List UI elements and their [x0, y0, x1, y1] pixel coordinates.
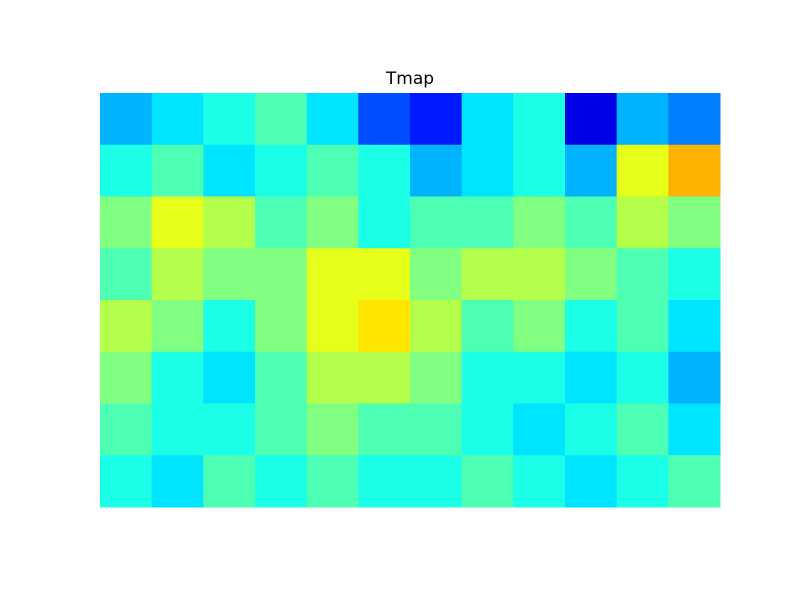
heatmap-cell [306, 93, 359, 146]
heatmap-cell [255, 144, 308, 197]
heatmap-cell [616, 144, 669, 197]
heatmap-cell [616, 196, 669, 249]
heatmap-cell [100, 144, 153, 197]
heatmap-cell [306, 351, 359, 404]
heatmap-cell [358, 455, 411, 508]
heatmap-cell [565, 455, 618, 508]
heatmap-cell [565, 93, 618, 146]
heatmap-cell [513, 196, 566, 249]
heatmap-cell [306, 300, 359, 353]
heatmap-cell [255, 300, 308, 353]
heatmap-cell [203, 144, 256, 197]
heatmap-cell [513, 144, 566, 197]
heatmap-cell [410, 248, 463, 301]
heatmap-cell [255, 455, 308, 508]
heatmap-cell [565, 144, 618, 197]
heatmap-cell [513, 351, 566, 404]
heatmap-cell [410, 196, 463, 249]
heatmap-cell [358, 403, 411, 456]
heatmap-cell [410, 351, 463, 404]
heatmap-cell [100, 351, 153, 404]
heatmap-cell [668, 144, 721, 197]
heatmap-cell [565, 300, 618, 353]
heatmap-cell [513, 93, 566, 146]
heatmap-cell [203, 93, 256, 146]
heatmap-cell [100, 300, 153, 353]
heatmap-cell [616, 93, 669, 146]
heatmap-cell [461, 403, 514, 456]
heatmap-cell [410, 93, 463, 146]
heatmap-cell [358, 196, 411, 249]
heatmap-cell [306, 196, 359, 249]
heatmap-cell [410, 403, 463, 456]
heatmap-cell [358, 351, 411, 404]
heatmap-cell [203, 455, 256, 508]
heatmap-cell [151, 351, 204, 404]
heatmap-cell [668, 93, 721, 146]
heatmap-cell [616, 248, 669, 301]
heatmap-cell [306, 248, 359, 301]
heatmap-cell [668, 196, 721, 249]
heatmap-cell [100, 248, 153, 301]
heatmap-cell [668, 455, 721, 508]
heatmap-cell [203, 351, 256, 404]
heatmap-cell [151, 455, 204, 508]
heatmap-cell [358, 144, 411, 197]
heatmap-cell [513, 248, 566, 301]
heatmap-cell [100, 403, 153, 456]
heatmap-cell [100, 196, 153, 249]
heatmap-cell [255, 248, 308, 301]
heatmap-cell [668, 248, 721, 301]
heatmap-cell [410, 455, 463, 508]
heatmap-cell [461, 300, 514, 353]
heatmap-cell [461, 351, 514, 404]
heatmap-cell [151, 196, 204, 249]
heatmap-cell [410, 300, 463, 353]
heatmap-cell [461, 455, 514, 508]
heatmap-cell [151, 403, 204, 456]
heatmap-cell [616, 300, 669, 353]
heatmap-cell [513, 403, 566, 456]
heatmap-cell [100, 93, 153, 146]
heatmap-cell [203, 300, 256, 353]
heatmap-cell [306, 455, 359, 508]
heatmap-cell [565, 248, 618, 301]
heatmap-cell [255, 93, 308, 146]
chart-title: Tmap [385, 69, 434, 89]
heatmap-cell [358, 93, 411, 146]
heatmap-cell [203, 403, 256, 456]
heatmap-cell [255, 403, 308, 456]
heatmap-cell [565, 403, 618, 456]
heatmap-cell [151, 300, 204, 353]
heatmap-cell [668, 403, 721, 456]
heatmap-cell [513, 455, 566, 508]
heatmap-cell [306, 403, 359, 456]
heatmap-cell [565, 351, 618, 404]
heatmap-cell [565, 196, 618, 249]
heatmap-cell [203, 248, 256, 301]
heatmap-cell [255, 351, 308, 404]
heatmap-cell [255, 196, 308, 249]
heatmap-cell [616, 351, 669, 404]
heatmap-cell [668, 300, 721, 353]
heatmap-cell [100, 455, 153, 508]
heatmap-cell [410, 144, 463, 197]
heatmap-cell [358, 300, 411, 353]
heatmap-cell [461, 93, 514, 146]
heatmap-cell [616, 455, 669, 508]
heatmap-cell [203, 196, 256, 249]
heatmap-cell [151, 144, 204, 197]
heatmap-cell [461, 144, 514, 197]
heatmap-cell [668, 351, 721, 404]
heatmap-cell [151, 93, 204, 146]
heatmap-cell [616, 403, 669, 456]
heatmap-cell [306, 144, 359, 197]
heatmap-cell [461, 196, 514, 249]
heatmap-cell [151, 248, 204, 301]
heatmap-cell [513, 300, 566, 353]
heatmap-cell [358, 248, 411, 301]
heatmap-cell [461, 248, 514, 301]
